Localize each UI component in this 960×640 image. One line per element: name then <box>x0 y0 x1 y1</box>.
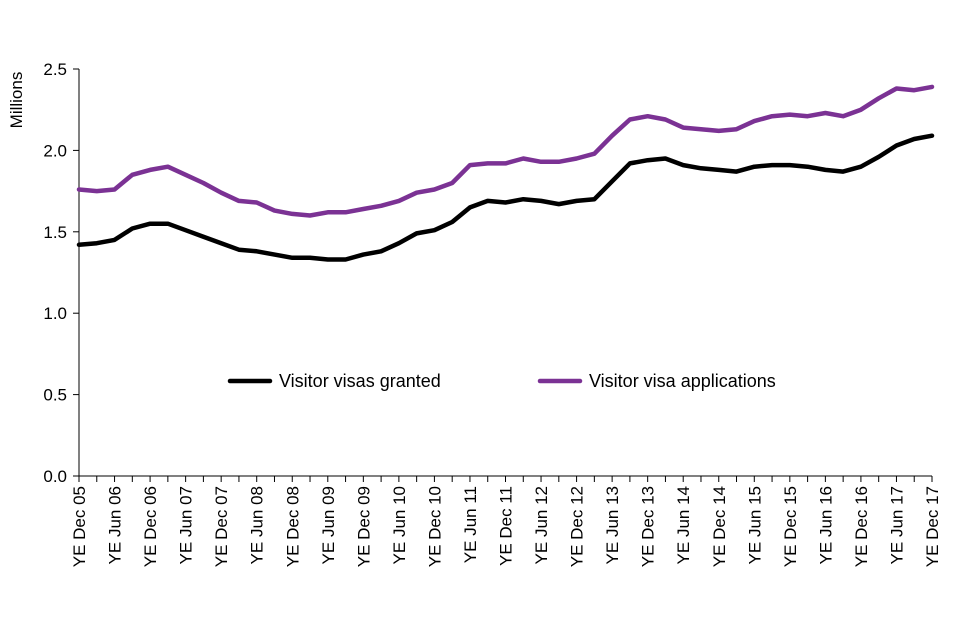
legend-label: Visitor visas granted <box>279 371 441 391</box>
x-tick-label: YE Jun 06 <box>106 486 125 564</box>
x-tick-label: YE Dec 13 <box>639 486 658 567</box>
y-tick-label: 0.0 <box>43 467 67 486</box>
x-tick-label: YE Dec 17 <box>923 486 942 567</box>
x-tick-label: YE Jun 11 <box>461 486 480 563</box>
x-tick-label: YE Jun 12 <box>532 486 551 564</box>
x-tick-label: YE Jun 09 <box>319 486 338 564</box>
x-tick-label: YE Dec 15 <box>781 486 800 567</box>
x-tick-label: YE Dec 14 <box>710 486 729 567</box>
legend: Visitor visas granted Visitor visa applic… <box>227 371 776 391</box>
x-tick-label: YE Jun 15 <box>745 486 764 564</box>
x-tick-label: YE Jun 14 <box>674 486 693 564</box>
x-tick-label: YE Jun 17 <box>887 486 906 564</box>
x-axis: YE Dec 05 YE Jun 06 YE Dec 06 YE Jun 07 YE D… <box>70 475 942 567</box>
y-axis-title: Millions <box>7 72 26 129</box>
x-tick-label: YE Dec 11 <box>497 486 516 566</box>
x-tick-label: YE Dec 12 <box>568 486 587 567</box>
x-tick-label: YE Jun 10 <box>390 486 409 564</box>
y-tick-label: 2.5 <box>43 60 67 79</box>
y-tick-label: 0.5 <box>43 386 67 405</box>
x-tick-label: YE Jun 08 <box>248 486 267 564</box>
series-line-visas-granted <box>76 133 935 262</box>
x-tick-label: YE Dec 10 <box>425 486 444 567</box>
x-tick-label: YE Jun 07 <box>177 486 196 564</box>
x-tick-label: YE Jun 13 <box>603 486 622 564</box>
y-tick-label: 1.5 <box>43 223 67 242</box>
y-axis: 0.0 0.5 1.0 1.5 2.0 2.5 <box>43 60 80 486</box>
y-tick-label: 2.0 <box>43 141 67 160</box>
x-tick-label: YE Jun 16 <box>816 486 835 564</box>
x-tick-label: YE Dec 07 <box>212 486 231 567</box>
series-lines <box>76 84 935 262</box>
legend-label: Visitor visa applications <box>589 371 776 391</box>
x-tick-label: YE Dec 09 <box>354 486 373 567</box>
x-tick-label: YE Dec 05 <box>70 486 89 567</box>
x-tick-label: YE Dec 08 <box>283 486 302 567</box>
series-line-visa-applications <box>76 84 935 218</box>
x-tick-label: YE Dec 16 <box>852 486 871 567</box>
y-tick-label: 1.0 <box>43 304 67 323</box>
x-tick-label: YE Dec 06 <box>141 486 160 567</box>
